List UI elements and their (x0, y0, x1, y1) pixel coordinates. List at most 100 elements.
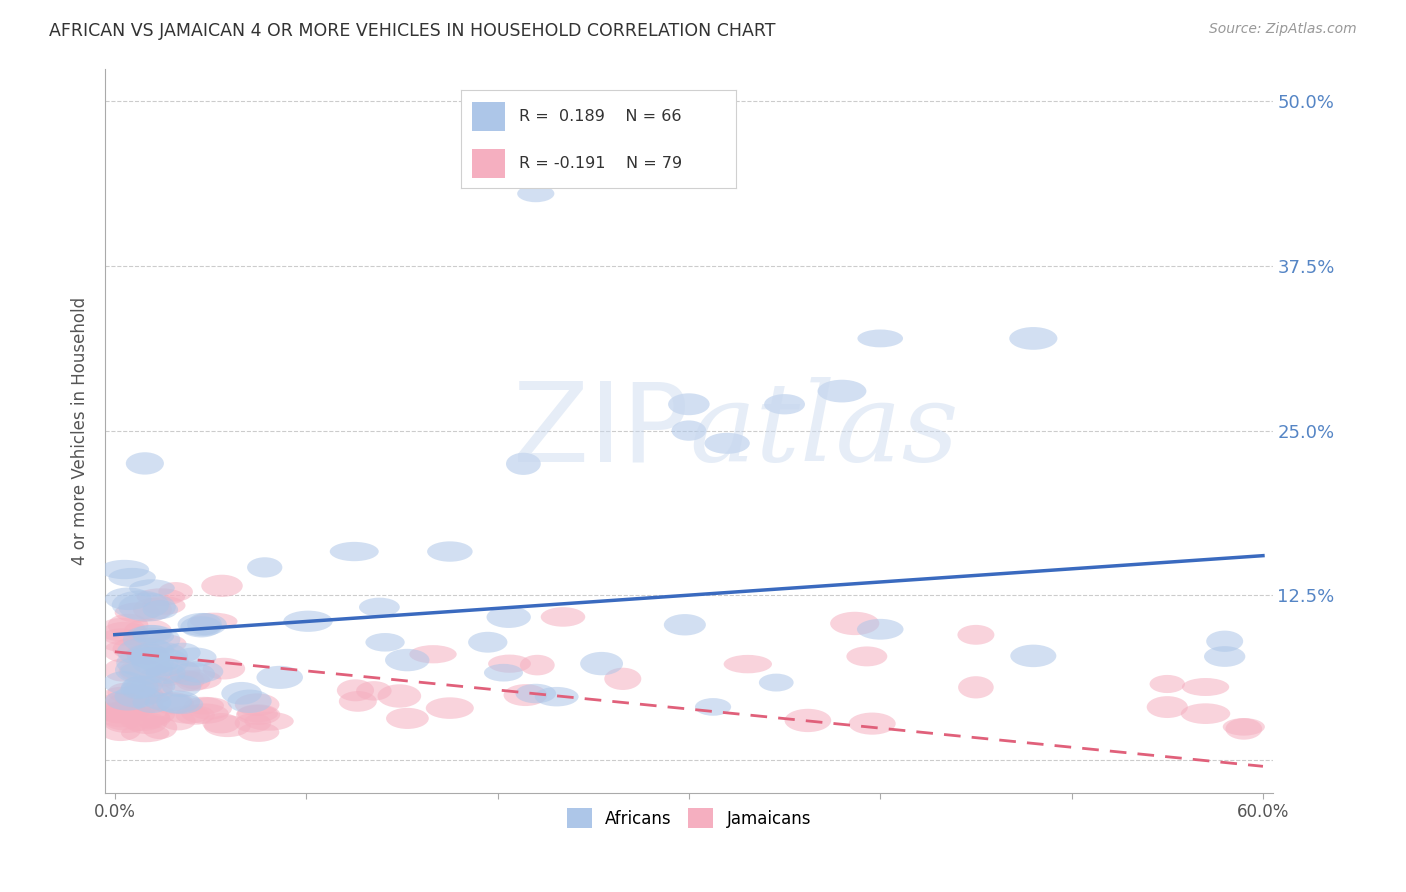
Ellipse shape (817, 380, 866, 402)
Ellipse shape (97, 702, 143, 722)
Ellipse shape (132, 625, 172, 643)
Ellipse shape (957, 676, 994, 698)
Ellipse shape (605, 668, 641, 690)
Ellipse shape (127, 712, 167, 734)
Ellipse shape (118, 592, 176, 622)
Ellipse shape (127, 644, 170, 667)
Ellipse shape (122, 625, 180, 654)
Ellipse shape (134, 628, 174, 645)
Ellipse shape (142, 716, 177, 739)
Ellipse shape (162, 675, 201, 698)
Ellipse shape (105, 588, 152, 610)
Ellipse shape (124, 619, 172, 642)
Ellipse shape (145, 693, 193, 711)
Ellipse shape (506, 453, 541, 475)
Ellipse shape (131, 682, 173, 705)
Ellipse shape (129, 579, 174, 597)
Ellipse shape (146, 662, 186, 684)
Ellipse shape (157, 694, 204, 714)
Ellipse shape (337, 680, 374, 701)
Ellipse shape (488, 655, 531, 673)
Ellipse shape (238, 723, 280, 742)
Ellipse shape (409, 645, 457, 664)
Ellipse shape (101, 622, 149, 646)
Text: AFRICAN VS JAMAICAN 4 OR MORE VEHICLES IN HOUSEHOLD CORRELATION CHART: AFRICAN VS JAMAICAN 4 OR MORE VEHICLES I… (49, 22, 776, 40)
Ellipse shape (486, 607, 531, 628)
Ellipse shape (139, 666, 186, 687)
Ellipse shape (339, 691, 377, 712)
Ellipse shape (120, 662, 162, 680)
Ellipse shape (169, 663, 215, 686)
Ellipse shape (98, 692, 142, 715)
Ellipse shape (180, 616, 222, 638)
Ellipse shape (108, 614, 149, 637)
Ellipse shape (236, 705, 280, 725)
Ellipse shape (385, 648, 429, 672)
Ellipse shape (202, 657, 245, 680)
Ellipse shape (284, 611, 333, 632)
Ellipse shape (849, 713, 896, 735)
Ellipse shape (176, 670, 222, 690)
Ellipse shape (181, 704, 229, 723)
Ellipse shape (356, 681, 392, 700)
Ellipse shape (664, 614, 706, 635)
Ellipse shape (160, 712, 195, 731)
Ellipse shape (112, 637, 160, 661)
Ellipse shape (1010, 327, 1057, 350)
Ellipse shape (704, 433, 749, 454)
Ellipse shape (201, 574, 243, 597)
Ellipse shape (100, 703, 146, 723)
Legend: Africans, Jamaicans: Africans, Jamaicans (560, 801, 818, 835)
Ellipse shape (1223, 718, 1265, 736)
Ellipse shape (125, 452, 165, 475)
Ellipse shape (159, 582, 193, 601)
Ellipse shape (104, 713, 149, 733)
Ellipse shape (100, 706, 146, 723)
Ellipse shape (581, 652, 623, 675)
Ellipse shape (107, 691, 155, 715)
Ellipse shape (97, 701, 146, 723)
Ellipse shape (520, 655, 555, 675)
Ellipse shape (204, 715, 250, 737)
Ellipse shape (763, 394, 806, 415)
Ellipse shape (131, 641, 188, 671)
Ellipse shape (136, 589, 186, 606)
Ellipse shape (152, 692, 194, 714)
Ellipse shape (1150, 675, 1185, 693)
Ellipse shape (173, 648, 217, 667)
Ellipse shape (104, 711, 139, 731)
Ellipse shape (117, 637, 174, 666)
Ellipse shape (103, 671, 146, 694)
Ellipse shape (110, 699, 146, 722)
Ellipse shape (1181, 703, 1230, 724)
Ellipse shape (202, 713, 240, 733)
Ellipse shape (153, 659, 201, 682)
Ellipse shape (426, 698, 474, 719)
Y-axis label: 4 or more Vehicles in Household: 4 or more Vehicles in Household (72, 296, 89, 565)
Ellipse shape (121, 714, 163, 731)
Text: Source: ZipAtlas.com: Source: ZipAtlas.com (1209, 22, 1357, 37)
Ellipse shape (187, 698, 232, 720)
Ellipse shape (695, 698, 731, 715)
Ellipse shape (118, 659, 166, 683)
Ellipse shape (957, 625, 994, 645)
Ellipse shape (235, 714, 271, 732)
Ellipse shape (235, 693, 280, 715)
Ellipse shape (163, 670, 205, 691)
Ellipse shape (221, 682, 262, 705)
Ellipse shape (132, 691, 172, 713)
Ellipse shape (759, 673, 793, 691)
Ellipse shape (121, 680, 156, 699)
Ellipse shape (108, 568, 156, 587)
Ellipse shape (330, 541, 378, 561)
Ellipse shape (134, 598, 172, 621)
Ellipse shape (1204, 646, 1246, 667)
Ellipse shape (110, 698, 150, 721)
Ellipse shape (135, 648, 170, 667)
Ellipse shape (1182, 678, 1229, 696)
Ellipse shape (101, 687, 139, 707)
Ellipse shape (139, 654, 179, 673)
Ellipse shape (115, 656, 173, 684)
Ellipse shape (103, 640, 150, 663)
Ellipse shape (177, 660, 224, 682)
